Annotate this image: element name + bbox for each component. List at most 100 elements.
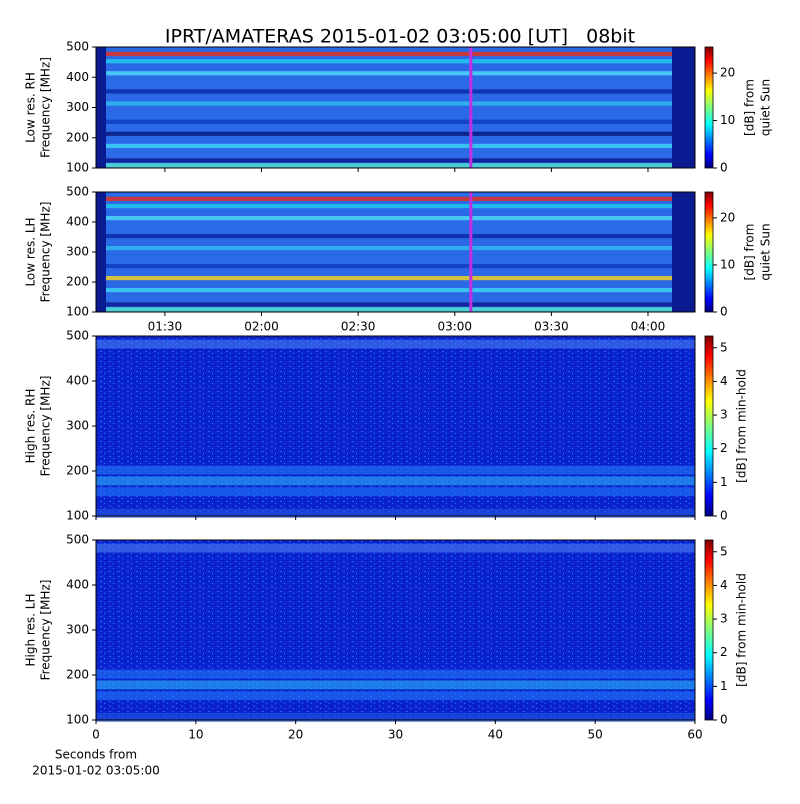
heatmap-band	[96, 204, 695, 209]
y-tick-label: 200	[66, 668, 89, 682]
heatmap-band	[96, 143, 695, 149]
heatmap-band	[96, 307, 695, 312]
y-axis-label: High res. LH	[24, 593, 38, 666]
x-axis-label: Seconds from	[55, 748, 137, 762]
heatmap-band	[96, 89, 695, 94]
heatmap	[96, 47, 695, 168]
colorbar-tick-label: 5	[720, 340, 728, 354]
heatmap	[96, 540, 695, 722]
heatmap-band	[96, 196, 695, 201]
heatmap-band	[96, 543, 695, 553]
colorbar-tick-label: 1	[720, 475, 728, 489]
y-tick-label: 200	[66, 130, 89, 144]
heatmap-band	[96, 119, 695, 124]
y-tick-label: 200	[66, 275, 89, 289]
colorbar	[704, 46, 714, 169]
colorbar-tick-label: 20	[720, 210, 735, 224]
y-tick-label: 200	[66, 464, 89, 478]
heatmap-band	[96, 276, 695, 281]
x-axis-label: 2015-01-02 03:05:00	[32, 764, 159, 778]
heatmap	[96, 336, 695, 518]
heatmap-band	[96, 101, 695, 106]
x-tick-label: 50	[588, 728, 603, 742]
x-tick-label: 20	[288, 728, 303, 742]
x-tick-label: 01:30	[148, 320, 183, 334]
colorbar-label: [dB] from min-hold	[735, 369, 749, 483]
colorbar-tick-label: 10	[720, 113, 735, 127]
y-tick-label: 300	[66, 100, 89, 114]
heatmap-band	[96, 234, 695, 239]
y-tick-label: 400	[66, 374, 89, 388]
y-tick-label: 500	[66, 533, 89, 547]
heatmap-band	[96, 131, 695, 136]
y-tick-label: 300	[66, 623, 89, 637]
heatmap-edge	[672, 47, 695, 168]
colorbar	[704, 335, 714, 517]
y-tick-label: 300	[66, 245, 89, 259]
heatmap-background	[96, 192, 695, 312]
colorbar-tick-label: 5	[720, 544, 728, 558]
colorbar-tick-label: 10	[720, 257, 735, 271]
heatmap-edge	[672, 192, 695, 312]
heatmap-edge	[96, 192, 106, 312]
x-tick-label: 40	[488, 728, 503, 742]
y-tick-label: 100	[66, 161, 89, 175]
y-axis-label: Low res. LH	[24, 217, 38, 286]
x-tick-label: 03:00	[437, 320, 472, 334]
colorbar-tick-label: 1	[720, 679, 728, 693]
colorbar-label: quiet Sun	[759, 223, 773, 280]
heatmap-band	[96, 71, 695, 76]
y-tick-label: 100	[66, 713, 89, 727]
heatmap-band	[96, 487, 695, 497]
x-tick-label: 0	[92, 728, 100, 742]
y-tick-label: 500	[66, 329, 89, 343]
heatmap	[96, 192, 695, 312]
x-tick-label: 02:00	[244, 320, 279, 334]
marker	[469, 192, 473, 312]
colorbar-label: [dB] from min-hold	[735, 573, 749, 687]
heatmap-band	[96, 288, 695, 293]
heatmap-band	[96, 163, 695, 168]
colorbar-tick-label: 20	[720, 66, 735, 80]
heatmap-band	[96, 302, 695, 307]
x-tick-label: 03:30	[534, 320, 569, 334]
colorbar-tick-label: 0	[720, 713, 728, 727]
colorbar-tick-label: 4	[720, 578, 728, 592]
y-tick-label: 100	[66, 509, 89, 523]
y-axis-label: Frequency [MHz]	[39, 57, 53, 158]
colorbar-tick-label: 3	[720, 612, 728, 626]
y-tick-label: 300	[66, 419, 89, 433]
heatmap-band	[96, 216, 695, 221]
colorbar-tick-label: 0	[720, 161, 728, 175]
heatmap-band	[96, 339, 695, 349]
marker	[469, 47, 473, 168]
heatmap-background	[96, 336, 695, 516]
y-axis-label: Frequency [MHz]	[39, 580, 53, 681]
colorbar-label: [dB] from	[743, 79, 757, 136]
y-axis-label: Low res. RH	[24, 72, 38, 143]
heatmap-band	[96, 680, 695, 690]
heatmap-band	[96, 264, 695, 269]
y-tick-label: 400	[66, 215, 89, 229]
x-tick-label: 10	[188, 728, 203, 742]
heatmap-band	[96, 712, 695, 722]
heatmap-band	[96, 669, 695, 679]
y-tick-label: 500	[66, 185, 89, 199]
heatmap-band	[96, 691, 695, 701]
colorbar-tick-label: 2	[720, 441, 728, 455]
colorbar-label: quiet Sun	[759, 79, 773, 136]
x-tick-label: 04:00	[631, 320, 666, 334]
x-tick-label: 30	[388, 728, 403, 742]
x-tick-label: 02:30	[341, 320, 376, 334]
heatmap-band	[96, 246, 695, 251]
y-axis-label: High res. RH	[24, 389, 38, 464]
colorbar	[704, 539, 714, 721]
colorbar-tick-label: 0	[720, 509, 728, 523]
heatmap-background	[96, 47, 695, 168]
y-axis-label: Frequency [MHz]	[39, 202, 53, 303]
y-axis-label: Frequency [MHz]	[39, 376, 53, 477]
heatmap-band	[96, 508, 695, 518]
colorbar-tick-label: 2	[720, 645, 728, 659]
y-tick-label: 400	[66, 578, 89, 592]
